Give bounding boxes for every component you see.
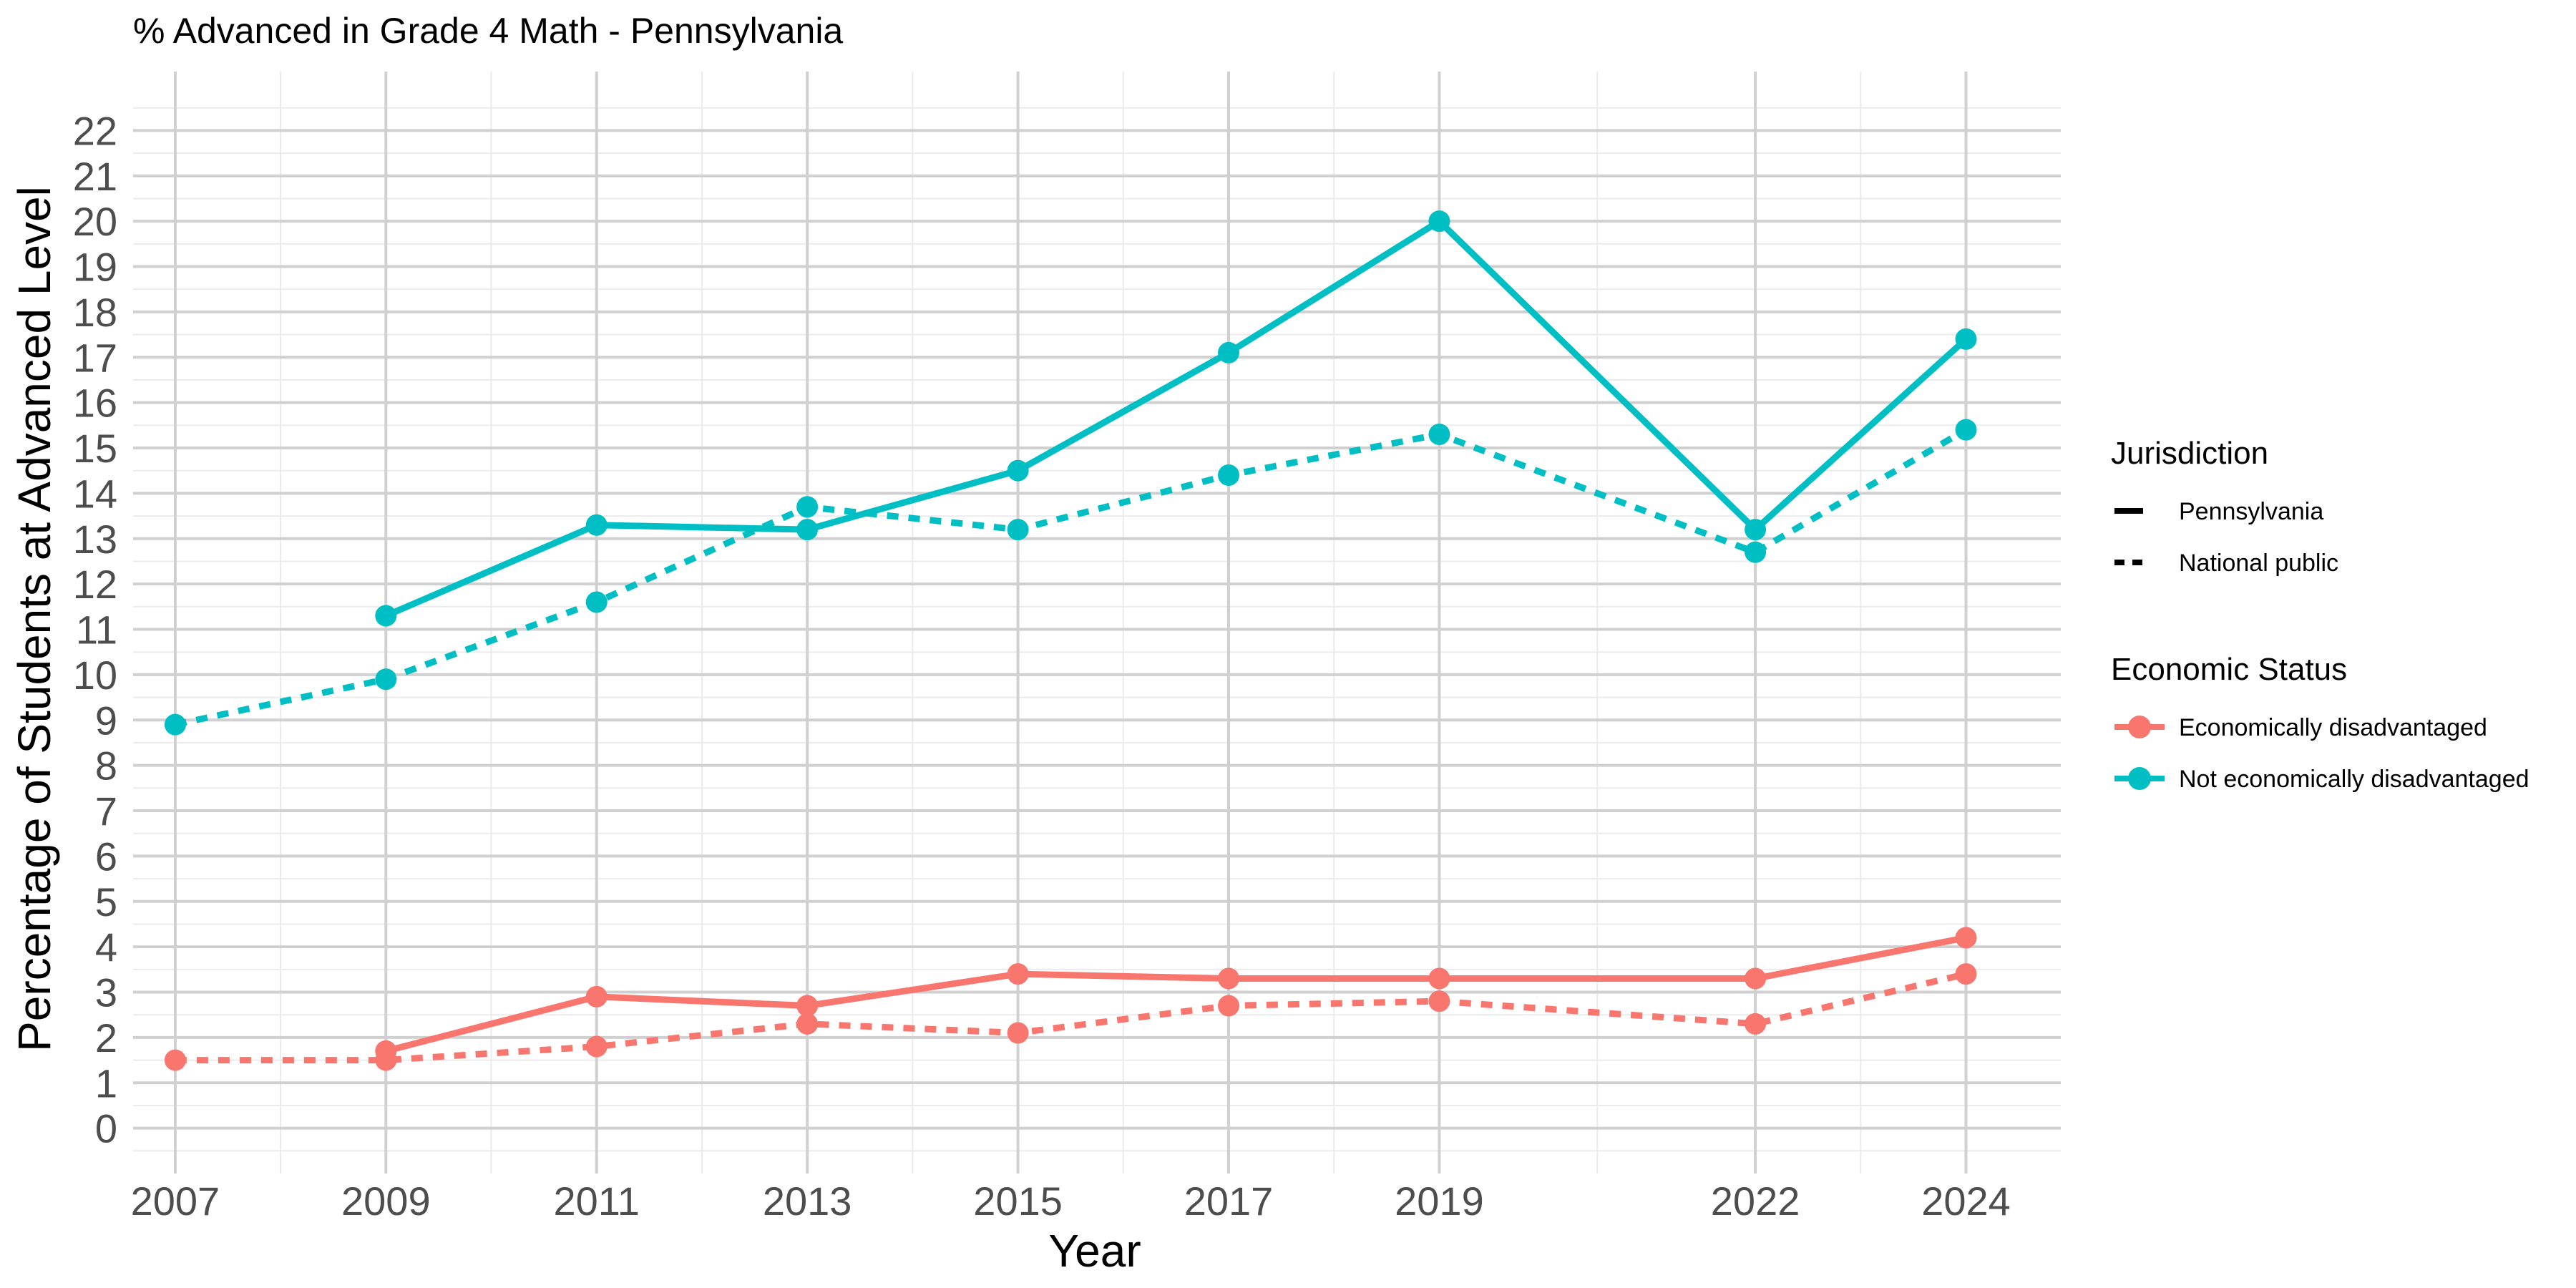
data-point <box>796 496 819 518</box>
series-pennsylvania-economically-disadvantaged <box>375 927 1977 1062</box>
data-point <box>1007 519 1029 541</box>
grid <box>133 72 2061 1174</box>
data-point <box>1955 927 1977 949</box>
data-point <box>1428 967 1450 990</box>
y-tick-label: 22 <box>73 108 117 153</box>
data-point <box>1007 459 1029 482</box>
data-point <box>1218 995 1240 1017</box>
data-point <box>1955 419 1977 441</box>
y-tick-label: 10 <box>73 653 117 698</box>
x-tick-label: 2009 <box>341 1179 431 1224</box>
y-tick-label: 21 <box>73 154 117 199</box>
data-point <box>375 1049 397 1071</box>
legend-item-not-economically-disadvantaged: Not economically disadvantaged <box>2114 766 2529 793</box>
legend-item-national-public: National public <box>2114 550 2338 577</box>
legend-label-pennsylvania: Pennsylvania <box>2179 498 2323 525</box>
data-point <box>1428 423 1450 445</box>
data-point <box>1218 341 1240 364</box>
x-tick-label: 2019 <box>1395 1179 1484 1224</box>
y-tick-label: 19 <box>73 245 117 290</box>
y-tick-label: 12 <box>73 562 117 607</box>
y-tick-label: 8 <box>95 743 117 789</box>
chart-title: % Advanced in Grade 4 Math - Pennsylvani… <box>133 11 843 51</box>
data-point <box>585 591 608 613</box>
y-tick-label: 13 <box>73 517 117 562</box>
x-tick-label: 2024 <box>1921 1179 2011 1224</box>
y-tick-label: 16 <box>73 381 117 426</box>
legend-marker-teal <box>2128 767 2151 790</box>
data-point <box>1218 967 1240 990</box>
data-point <box>164 1049 186 1071</box>
data-point <box>1955 328 1977 350</box>
x-tick-label: 2007 <box>131 1179 220 1224</box>
x-tick-label: 2011 <box>554 1179 640 1224</box>
data-point <box>585 514 608 536</box>
x-tick-label: 2015 <box>973 1179 1063 1224</box>
y-tick-label: 5 <box>95 879 117 924</box>
legend-marker-red <box>2128 716 2151 738</box>
data-point <box>1428 990 1450 1013</box>
series-layer <box>164 210 1977 1071</box>
y-tick-label: 3 <box>95 970 117 1015</box>
data-point <box>796 1013 819 1035</box>
x-tick-label: 2022 <box>1711 1179 1800 1224</box>
legend-title-jurisdiction: Jurisdiction <box>2111 436 2268 471</box>
data-point <box>796 995 819 1017</box>
legend-item-pennsylvania: Pennsylvania <box>2114 498 2323 525</box>
series-national-public-not-economically-disadvantaged <box>164 419 1977 736</box>
series-line <box>385 935 1967 1055</box>
data-point <box>1007 1022 1029 1044</box>
legend-label-economically-disadvantaged: Economically disadvantaged <box>2179 714 2487 741</box>
legend-title-economic-status: Economic Status <box>2111 652 2347 687</box>
series-line <box>175 970 1967 1064</box>
x-tick-label: 2017 <box>1184 1179 1274 1224</box>
y-tick-label: 15 <box>73 426 117 471</box>
data-point <box>1745 1013 1767 1035</box>
y-tick-label: 1 <box>95 1060 117 1106</box>
y-tick-label: 20 <box>73 199 117 244</box>
legend: Jurisdiction Pennsylvania National publi… <box>2111 436 2529 793</box>
x-tick-label: 2013 <box>763 1179 852 1224</box>
y-tick-label: 9 <box>95 698 117 743</box>
data-point <box>585 1035 608 1058</box>
y-tick-label: 11 <box>76 608 117 653</box>
y-tick-label: 0 <box>95 1106 117 1151</box>
y-tick-label: 17 <box>73 335 117 380</box>
x-axis-title: Year <box>1048 1225 1141 1277</box>
series-line <box>384 218 1968 619</box>
data-point <box>1745 519 1767 541</box>
data-point <box>1218 464 1240 487</box>
y-tick-label: 14 <box>73 471 117 516</box>
legend-label-not-economically-disadvantaged: Not economically disadvantaged <box>2179 766 2529 793</box>
y-tick-label: 4 <box>95 924 117 970</box>
y-tick-label: 18 <box>73 290 117 335</box>
data-point <box>1745 967 1767 990</box>
y-tick-label: 2 <box>95 1015 117 1060</box>
y-tick-label: 7 <box>95 789 117 834</box>
data-point <box>796 519 819 541</box>
data-point <box>1955 963 1977 985</box>
data-point <box>1428 210 1450 233</box>
legend-item-economically-disadvantaged: Economically disadvantaged <box>2114 714 2487 741</box>
y-axis-title: Percentage of Students at Advanced Level <box>9 186 60 1052</box>
legend-label-national-public: National public <box>2179 550 2338 577</box>
series-national-public-economically-disadvantaged <box>164 963 1977 1071</box>
data-point <box>1007 963 1029 985</box>
data-point <box>375 605 397 627</box>
data-point <box>585 985 608 1008</box>
data-point <box>1745 541 1767 563</box>
x-axis-ticks: 2007 2009 2011 2013 2015 2017 2019 2022 2024 <box>131 1179 2011 1224</box>
series-pennsylvania-not-economically-disadvantaged <box>375 210 1977 627</box>
data-point <box>375 668 397 691</box>
data-point <box>164 713 186 736</box>
y-tick-label: 6 <box>95 834 117 879</box>
